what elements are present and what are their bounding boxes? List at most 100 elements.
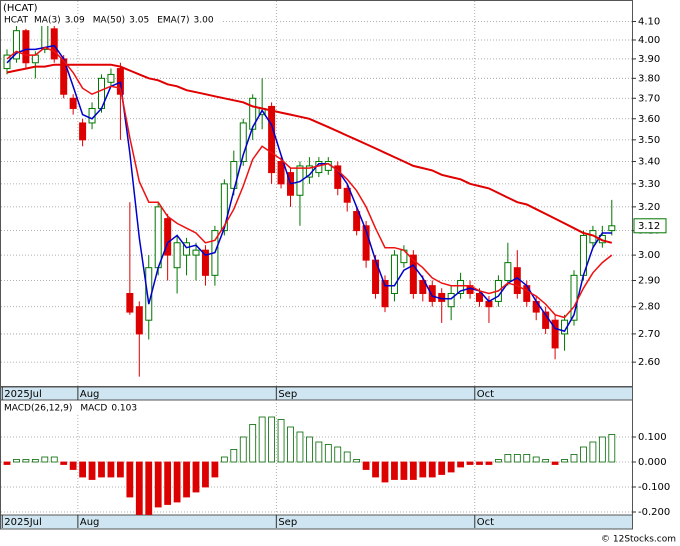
macd-bar [183,461,190,498]
macd-bar [60,461,68,465]
candle-body [476,292,483,302]
macd-bar [3,461,11,465]
macd-bar [239,436,247,463]
macd-bar [79,461,86,478]
y-tick-label: 3.90 [638,54,660,65]
candle-body [126,292,134,313]
macd-bar [220,456,228,463]
candle-body [277,161,285,185]
candle-body [504,262,512,281]
macd-bar [305,436,313,463]
y-tick-label: 0.000 [638,457,667,468]
candle-body [362,225,370,261]
candle-body [447,292,455,308]
macd-bar [391,461,398,480]
macd-bar [249,424,257,463]
candle-body [116,68,124,95]
x-tick-label: Sep [278,389,297,400]
legend-text: MA(50) [93,16,125,26]
macd-bar [513,454,521,463]
candle-body [31,54,39,64]
candle-body [334,165,342,189]
macd-bar [494,459,502,463]
legend-text: 3.05 [129,16,149,26]
x-tick-label: Sep [278,517,297,528]
candle-body [390,254,398,294]
macd-bar [580,446,587,463]
macd-bar [409,461,417,480]
candle-body [428,285,436,302]
candle-body [551,319,559,349]
macd-bar [202,461,209,488]
macd-bar [164,461,172,505]
moving-average-line [6,63,613,244]
y-tick-label: 2.90 [638,275,660,286]
macd-bar [117,461,124,478]
macd-bar [343,451,351,463]
macd-bar [589,441,597,463]
candle-body [268,105,276,174]
y-tick-label: 3.60 [638,114,660,125]
y-tick-label: -0.100 [638,482,670,493]
legend-text: 3.00 [194,16,214,26]
candle-body [183,242,191,256]
y-tick-label: 3.00 [638,250,660,261]
macd-bar [296,431,304,463]
candle-body [570,274,578,321]
candle-body [69,97,77,109]
macd-bar [353,459,361,463]
legend-text: 3.09 [65,16,85,26]
candle-body [12,30,20,60]
macd-bar [457,461,465,468]
y-tick-label: 2.60 [638,357,660,368]
candle-body [296,165,304,196]
moving-average-line [6,44,612,333]
candle-body [532,300,540,313]
y-tick-label: -0.200 [638,507,670,518]
macd-bar [428,461,436,478]
macd-bar [608,434,616,463]
macd-bar [31,459,39,463]
y-tick-label: 3.80 [638,73,660,84]
candle-body [343,187,351,203]
candle-body [22,30,30,64]
macd-bar [598,436,606,463]
macd-bar [107,461,115,478]
legend-text: MA(3) [34,16,61,26]
x-tick-label: Aug [80,517,100,528]
legend-text: MACD [80,404,107,414]
candle-body [164,218,172,256]
candle-body [201,249,209,276]
y-tick-label: 2.80 [638,302,660,313]
candle-body [135,306,143,335]
candle-body [409,254,417,294]
y-tick-label: 3.40 [638,157,660,168]
macd-bar [523,454,531,463]
macd-bar [258,416,266,463]
candle-body [154,206,162,269]
macd-bar [570,454,578,463]
candle-body [353,211,361,232]
macd-bar [400,461,408,480]
legend-background [1,402,146,414]
candle-body [608,225,616,232]
macd-bar [145,461,153,515]
macd-bar [98,461,105,478]
macd-bar [438,461,446,475]
macd-bar [230,449,238,463]
candle-body [239,122,247,163]
y-tick-label: 3.20 [638,202,660,213]
macd-bar [41,456,49,463]
macd-bar [50,456,58,463]
moving-average-line [6,46,613,319]
legend-text: 0.103 [111,404,137,414]
candle-body [173,242,181,269]
candle-body [381,279,389,308]
macd-bar [287,426,294,463]
candle-body [41,24,49,50]
macd-bar [362,461,370,470]
x-tick-label: Oct [477,517,494,528]
x-tick-label: 2025Jul [4,517,42,528]
macd-bar [542,459,550,463]
